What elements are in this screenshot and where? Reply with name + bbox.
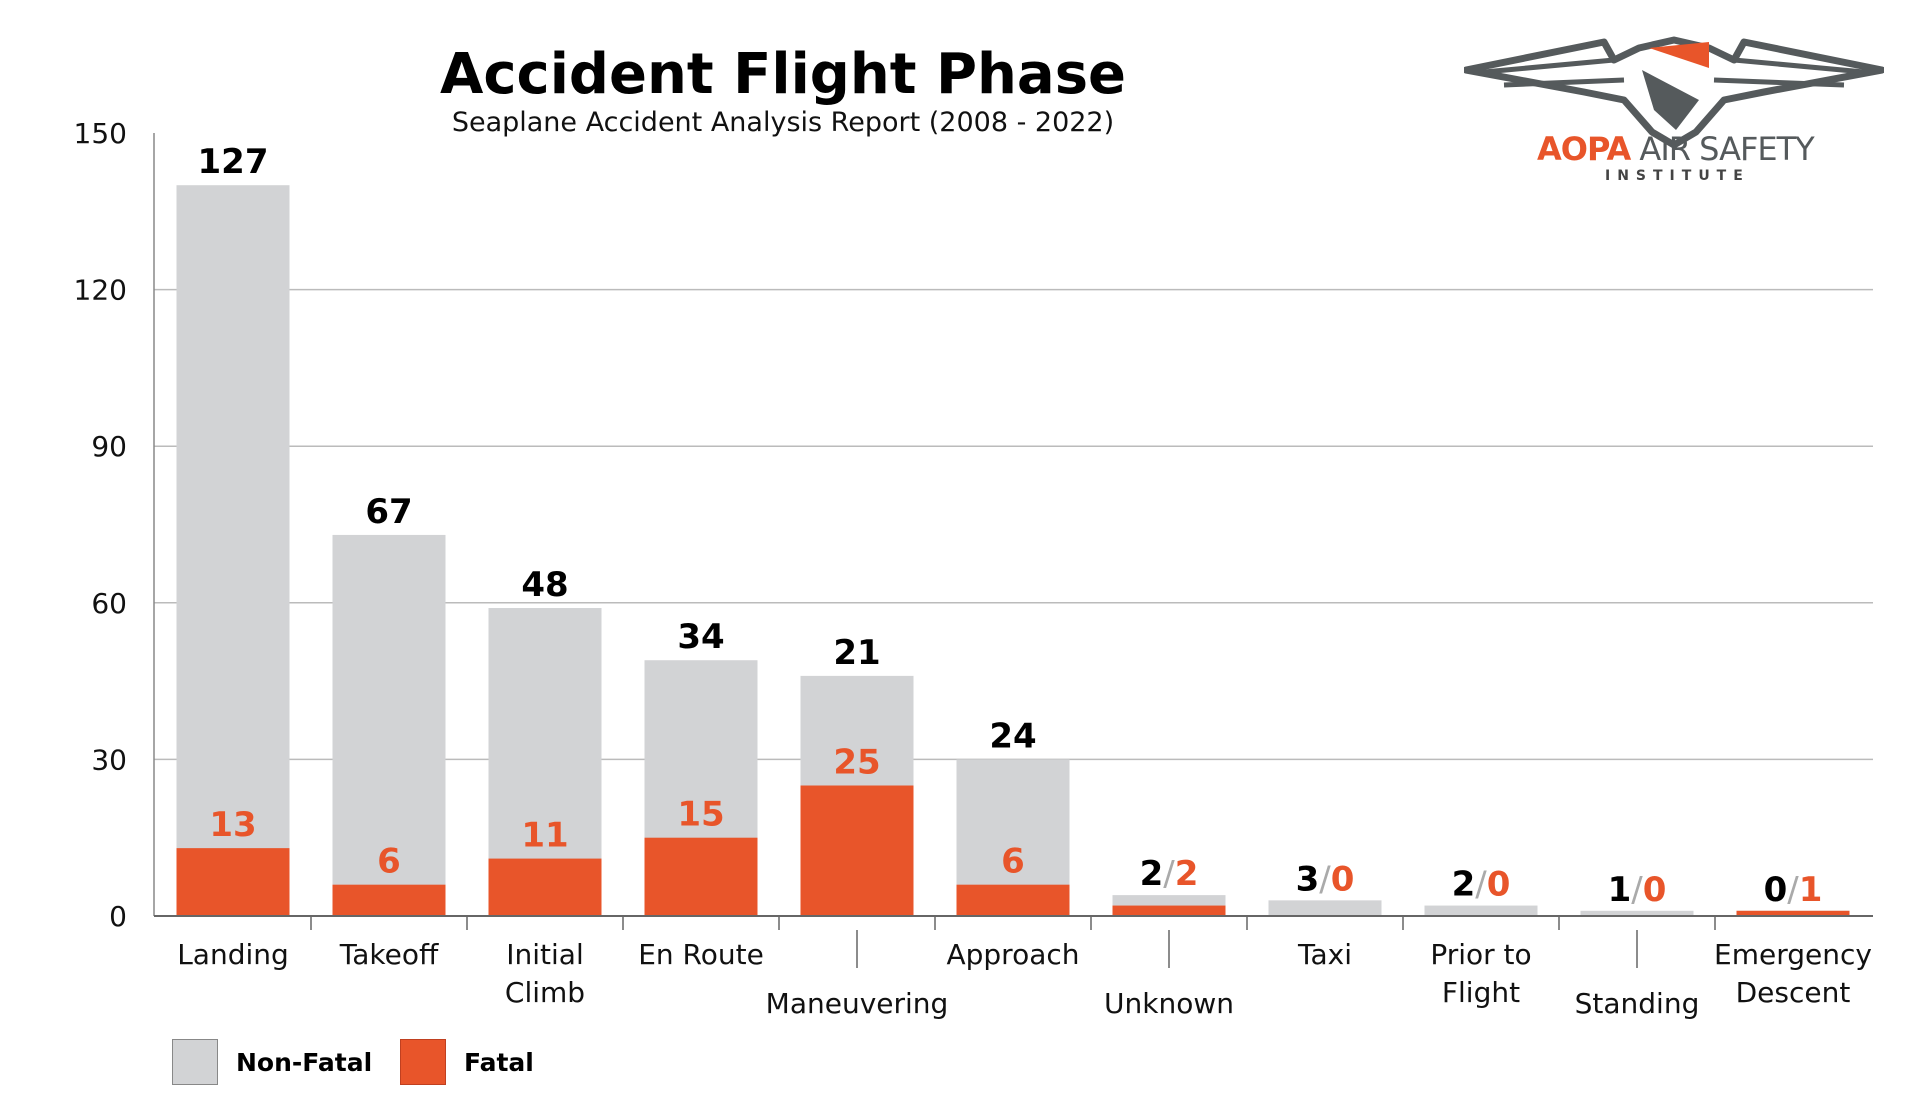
- bar-nonfatal: [1580, 910, 1694, 916]
- value-label-pair: 3/0: [1296, 859, 1355, 899]
- value-label-nonfatal: 24: [989, 716, 1036, 756]
- logo-name: AIR SAFETY: [1639, 130, 1814, 168]
- y-tick-label: 30: [91, 743, 127, 776]
- bar-nonfatal: [1424, 905, 1538, 916]
- value-label-fatal: 6: [1001, 842, 1025, 882]
- x-category-label: Descent: [1736, 976, 1851, 1009]
- chart-title: Accident Flight Phase: [440, 42, 1126, 107]
- y-tick-label: 150: [74, 117, 127, 150]
- chart-subtitle: Seaplane Accident Analysis Report (2008 …: [451, 107, 1115, 138]
- x-category-label: Landing: [177, 938, 289, 971]
- value-label-pair: 0/1: [1764, 870, 1823, 910]
- y-tick-label: 0: [109, 900, 127, 933]
- value-label-fatal: 6: [377, 842, 401, 882]
- x-category-label: Climb: [505, 976, 585, 1009]
- x-category-label: Initial: [506, 938, 583, 971]
- value-label-nonfatal: 21: [833, 633, 880, 673]
- value-label-fatal: 15: [677, 795, 724, 835]
- x-category-label: Taxi: [1297, 938, 1352, 971]
- aopa-wings-logo-icon: [1464, 36, 1884, 149]
- value-label-nonfatal: 67: [365, 492, 412, 532]
- logo-brand: AOPA: [1537, 130, 1631, 168]
- value-label-fatal: 11: [521, 816, 568, 856]
- bar-fatal: [176, 848, 290, 916]
- value-label-fatal: 13: [209, 805, 256, 845]
- value-label-pair: 2/0: [1452, 865, 1511, 905]
- bar-fatal: [488, 858, 602, 916]
- value-label-pair: 2/2: [1140, 854, 1199, 894]
- bar-nonfatal: [176, 185, 290, 916]
- x-category-label: Emergency: [1714, 938, 1872, 971]
- x-category-label: Unknown: [1104, 987, 1234, 1020]
- x-category-label: En Route: [638, 938, 764, 971]
- y-tick-label: 120: [74, 274, 127, 307]
- legend-fatal: Fatal: [400, 1039, 534, 1085]
- value-label-nonfatal: 48: [521, 565, 568, 605]
- bar-fatal: [1736, 910, 1850, 916]
- x-category-label: Prior to: [1430, 938, 1531, 971]
- legend-label-fatal: Fatal: [464, 1047, 534, 1077]
- bar-fatal: [800, 785, 914, 916]
- bar-nonfatal: [332, 534, 446, 916]
- x-category-label: Approach: [946, 938, 1079, 971]
- value-label-pair: 1/0: [1608, 870, 1667, 910]
- legend-nonfatal: Non-Fatal: [172, 1039, 372, 1085]
- logo-wordmark: AOPA AIR SAFETY: [1537, 130, 1815, 168]
- value-label-nonfatal: 34: [677, 617, 724, 657]
- bar-fatal: [1112, 905, 1226, 916]
- bar-fatal: [644, 837, 758, 916]
- bar-fatal: [956, 884, 1070, 916]
- x-category-label: Flight: [1442, 976, 1520, 1009]
- x-category-label: Takeoff: [339, 938, 439, 971]
- y-tick-label: 60: [91, 587, 127, 620]
- legend-swatch-fatal: [400, 1039, 446, 1085]
- y-tick-label: 90: [91, 430, 127, 463]
- x-category-label: Maneuvering: [766, 987, 949, 1020]
- legend-swatch-nonfatal: [172, 1039, 218, 1085]
- logo-subtitle: INSTITUTE: [1605, 168, 1750, 184]
- legend-label-nonfatal: Non-Fatal: [236, 1047, 373, 1077]
- value-label-fatal: 25: [833, 743, 880, 783]
- bar-fatal: [332, 884, 446, 916]
- value-label-nonfatal: 127: [198, 142, 269, 182]
- bar-nonfatal: [1268, 900, 1382, 916]
- x-category-label: Standing: [1575, 987, 1700, 1020]
